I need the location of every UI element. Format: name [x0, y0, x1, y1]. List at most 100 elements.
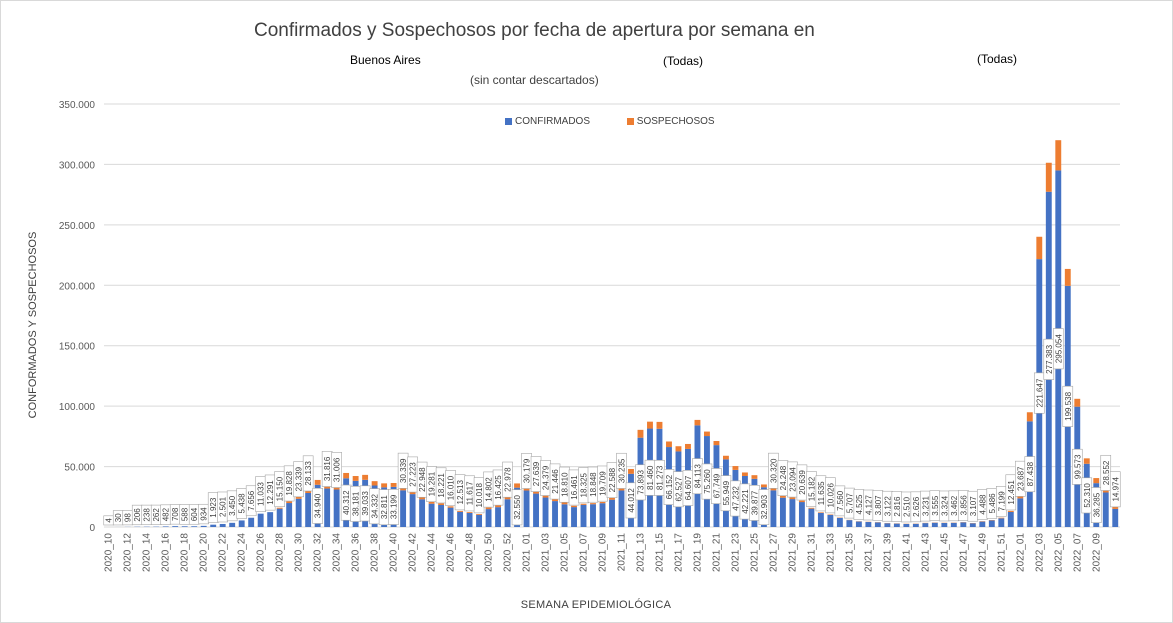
x-tick-label: 2021_21: [711, 533, 722, 572]
bar-sospechosos: [352, 476, 359, 481]
data-label: 20.639: [796, 464, 808, 501]
bar-sospechosos: [656, 421, 663, 429]
data-label-text: 16.010: [447, 475, 456, 500]
data-label-text: 81.460: [646, 465, 655, 490]
data-label-text: 3.856: [959, 495, 968, 516]
data-label-text: 32.903: [760, 494, 769, 519]
x-tick-label: 2021_15: [654, 533, 665, 572]
bar-sospechosos: [637, 429, 644, 438]
bar-confirmados: [827, 514, 834, 527]
data-label-text: 30.179: [523, 458, 532, 483]
data-label: 31.816: [321, 451, 333, 487]
bar-confirmados: [1017, 498, 1024, 527]
data-label: 23.094: [787, 461, 798, 498]
bar-confirmados: [599, 503, 606, 527]
data-label: 67.749: [711, 468, 722, 504]
bar-sospechosos: [1074, 398, 1081, 407]
data-label-text: 12.451: [1007, 480, 1016, 505]
data-label-text: 3.555: [931, 495, 940, 516]
bar-sospechosos: [1026, 412, 1033, 422]
bar-sospechosos: [476, 514, 483, 515]
bar-sospechosos: [466, 512, 473, 513]
data-label-text: 99.573: [1073, 454, 1082, 479]
data-label: 81.460: [644, 459, 656, 496]
data-label-text: 206: [133, 508, 142, 522]
data-label: 5.707: [844, 487, 855, 519]
y-tick-label: 100.000: [59, 402, 96, 413]
x-tick-label: 2020_12: [123, 533, 134, 572]
bar-sospechosos: [741, 472, 748, 476]
data-label-box: [388, 489, 399, 525]
x-tick-label: 2021_23: [730, 533, 741, 572]
data-label: 3.462: [948, 490, 960, 522]
data-label-text: 55.949: [722, 480, 731, 505]
bar-confirmados: [419, 499, 426, 527]
data-label-text: 42.221: [741, 489, 750, 514]
data-label-text: 87.438: [1026, 461, 1035, 486]
bar-confirmados: [561, 504, 568, 527]
data-label: 2.816: [891, 491, 903, 522]
x-tick-label: 2020_30: [294, 533, 305, 572]
bar-sospechosos: [618, 487, 625, 491]
bar-confirmados: [893, 523, 900, 527]
bar-sospechosos: [1017, 496, 1024, 499]
data-label-text: 32.550: [513, 495, 522, 520]
data-label-text: 19.828: [285, 471, 294, 496]
bar-sospechosos: [1064, 268, 1071, 286]
x-tick-label: 2020_40: [389, 533, 400, 572]
y-tick-label: 350.000: [59, 100, 96, 111]
bar-confirmados: [988, 520, 995, 527]
data-label-text: 3.122: [883, 496, 892, 517]
data-label: 5.438: [236, 488, 247, 519]
data-label: 16.010: [445, 470, 456, 506]
data-label: 23.339: [293, 461, 304, 498]
data-label: 47.232: [730, 480, 741, 517]
bar-sospechosos: [1007, 510, 1014, 512]
bar-sospechosos: [675, 446, 682, 452]
data-label-text: 67.749: [712, 473, 721, 498]
data-label: 22.948: [416, 461, 428, 498]
data-label: 12.451: [1005, 474, 1017, 511]
data-label-text: 262: [152, 508, 161, 522]
x-tick-label: 2021_39: [882, 533, 893, 572]
data-label-text: 30.339: [399, 458, 408, 483]
bar-confirmados: [1112, 508, 1119, 527]
bar-sospechosos: [409, 490, 416, 495]
x-tick-label: 2020_10: [104, 533, 115, 572]
bar-sospechosos: [552, 498, 558, 502]
data-label: 18.810: [559, 466, 570, 503]
bar-confirmados: [191, 526, 198, 527]
data-label-text: 14.802: [485, 477, 494, 502]
data-label: 14.974: [1109, 471, 1121, 508]
legend-swatch-confirmados: [505, 118, 512, 125]
data-label-text: 588: [181, 507, 190, 521]
y-tick-label: 200.000: [59, 281, 96, 292]
x-tick-label: 2020_42: [408, 533, 419, 572]
data-label: 33.199: [388, 489, 399, 525]
x-tick-label: 2021_41: [901, 533, 912, 572]
data-label: 22.588: [606, 462, 618, 499]
data-label: 3.324: [939, 490, 950, 522]
data-label: 30.320: [768, 452, 779, 489]
bar-confirmados: [865, 522, 872, 527]
bar-confirmados: [836, 517, 843, 527]
data-label: 24.248: [777, 460, 789, 496]
bar-sospechosos: [666, 441, 672, 448]
data-label-text: 31.006: [333, 457, 342, 482]
legend-label-sospechosos: SOSPECHOSOS: [636, 116, 715, 127]
bar-confirmados: [1102, 492, 1109, 527]
data-label-text: 23.687: [1016, 466, 1025, 491]
bar-confirmados: [219, 523, 226, 527]
x-tick-label: 2020_32: [313, 533, 324, 572]
data-label-text: 44.012: [627, 488, 636, 513]
bar-confirmados: [409, 494, 416, 527]
data-label: 708: [169, 504, 181, 525]
data-label-text: 3.450: [228, 495, 237, 516]
data-label: 66.152: [663, 469, 675, 505]
data-label: 84.113: [692, 458, 703, 495]
data-label: 3.122: [882, 490, 893, 522]
data-label: 12.513: [454, 474, 466, 511]
data-label: 42.221: [739, 483, 751, 520]
bar-confirmados: [295, 498, 302, 527]
x-tick-label: 2021_05: [560, 533, 571, 572]
